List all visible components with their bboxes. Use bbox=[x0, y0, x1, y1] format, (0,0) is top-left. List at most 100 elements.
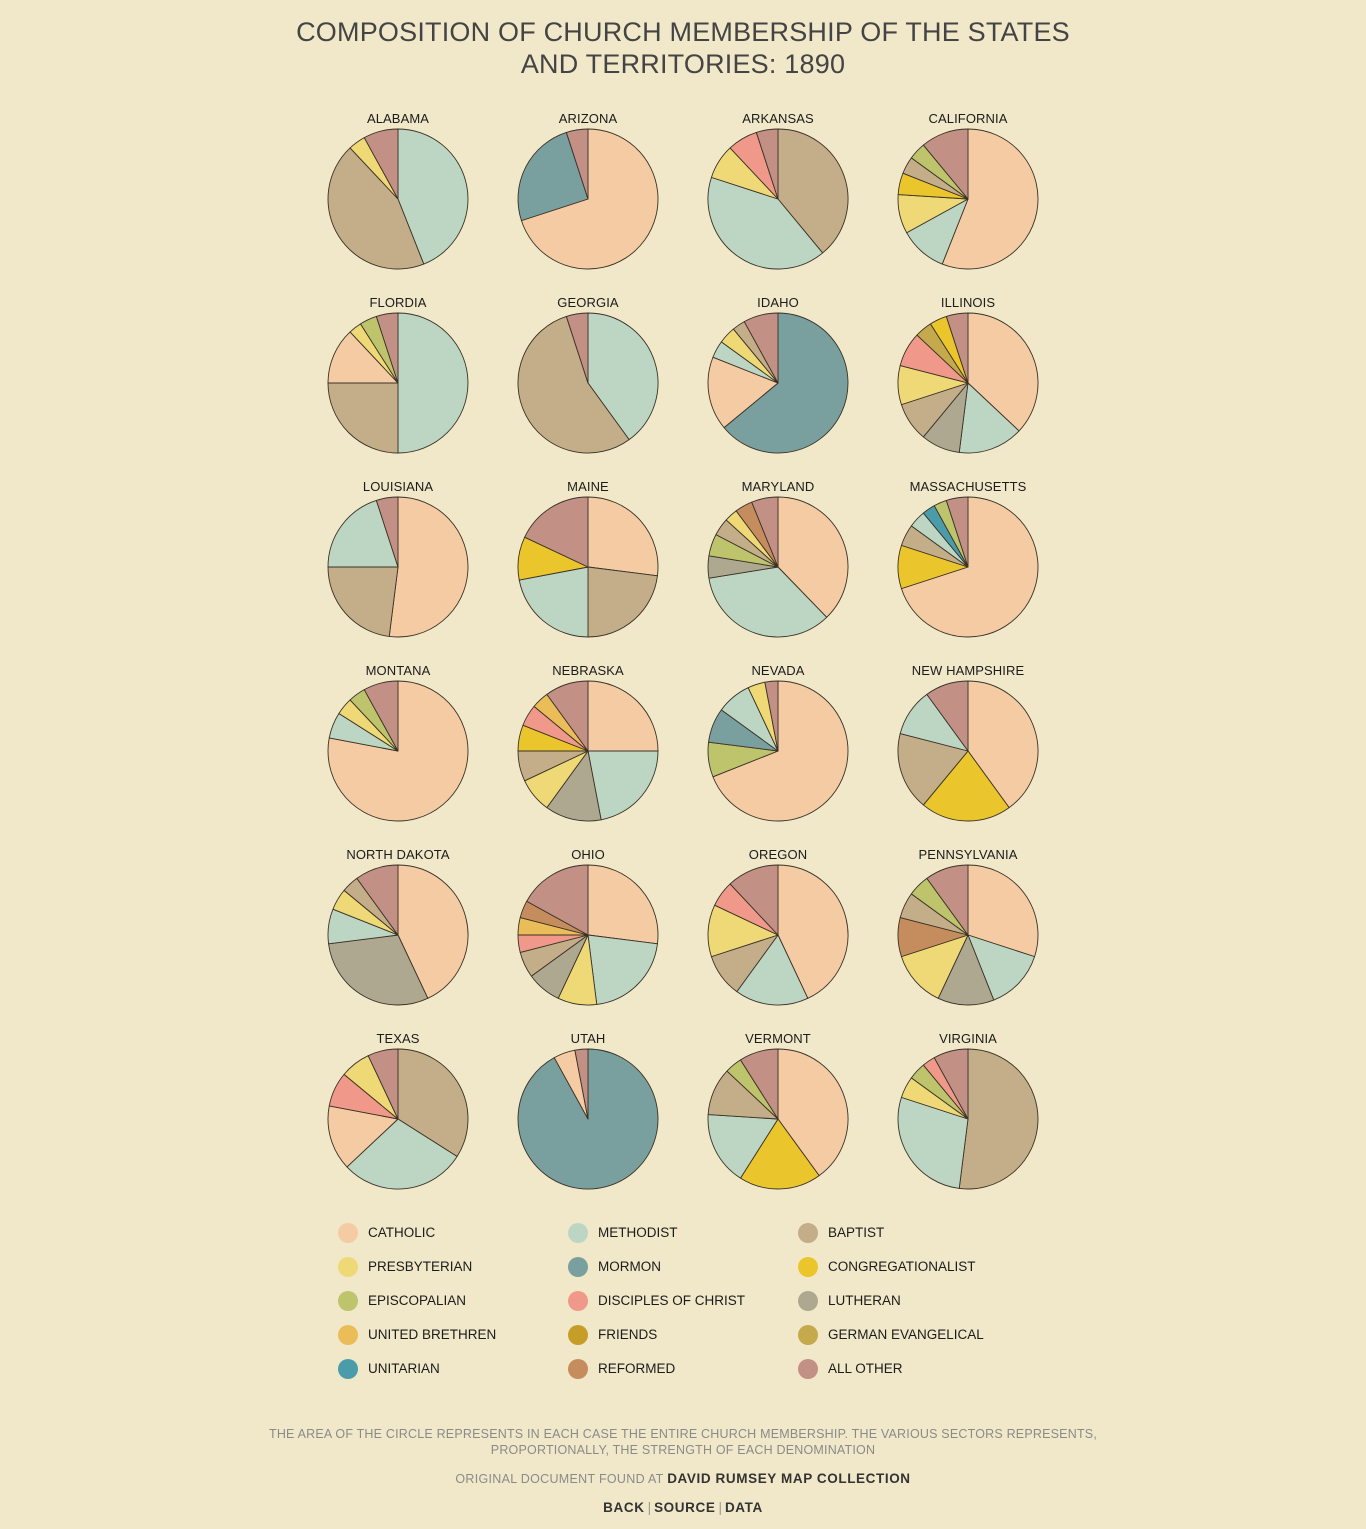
pie-vermont: VERMONT bbox=[693, 1031, 863, 1206]
pie-slice-methodist bbox=[958, 382, 1020, 454]
pie-new-hampshire: NEW HAMPSHIRE bbox=[883, 663, 1053, 838]
pie-svg bbox=[517, 864, 659, 1006]
state-label: ARKANSAS bbox=[742, 111, 814, 126]
pie-slice-methodist bbox=[327, 499, 399, 568]
pie-svg bbox=[517, 680, 659, 822]
pie-pennsylvania: PENNSYLVANIA bbox=[883, 847, 1053, 1022]
pie-slice-all-other bbox=[565, 312, 589, 384]
pie-svg bbox=[327, 680, 469, 822]
pie-slice-catholic bbox=[777, 864, 849, 999]
state-label: ALABAMA bbox=[366, 111, 430, 126]
pie-slice-catholic bbox=[587, 496, 659, 577]
pie-slice-methodist bbox=[346, 1118, 458, 1190]
pie-slice-all-other bbox=[945, 496, 969, 568]
pie-slice-baptist bbox=[327, 566, 399, 637]
pie-slice-all-other bbox=[729, 864, 779, 936]
pie-svg bbox=[897, 496, 1039, 638]
pie-idaho: IDAHO bbox=[693, 295, 863, 470]
data-link[interactable]: DATA bbox=[724, 1500, 763, 1515]
back-link[interactable]: BACK bbox=[603, 1500, 645, 1515]
pie-slice-catholic bbox=[520, 128, 659, 270]
chart-title: COMPOSITION OF CHURCH MEMBERSHIP OF THE … bbox=[296, 17, 1070, 79]
pie-slice-all-other bbox=[933, 1048, 969, 1120]
pie-slice-methodist bbox=[518, 566, 589, 638]
pie-georgia: GEORGIA bbox=[503, 295, 673, 470]
pie-slice-mormon bbox=[723, 312, 849, 454]
pie-slice-lutheran bbox=[328, 934, 429, 1006]
state-label: MARYLAND bbox=[741, 479, 815, 494]
pie-montana: MONTANA bbox=[313, 663, 483, 838]
bottom-links: BACK | SOURCE | DATA bbox=[483, 1500, 883, 1516]
pie-slice-baptist bbox=[587, 566, 658, 638]
pie-slice-all-other bbox=[922, 128, 969, 200]
pie-slice-catholic bbox=[967, 864, 1039, 958]
pie-slice-all-other bbox=[945, 312, 969, 384]
pie-slice-all-other bbox=[574, 1048, 589, 1120]
pie-svg bbox=[897, 312, 1039, 454]
state-label: CALIFORNIA bbox=[928, 111, 1008, 126]
pie-slice-all-other bbox=[743, 312, 779, 384]
pie-texas: TEXAS bbox=[313, 1031, 483, 1206]
pie-slice-catholic bbox=[587, 680, 659, 752]
pie-svg bbox=[707, 680, 849, 822]
david-rumsey-link[interactable]: DAVID RUMSEY MAP COLLECTION bbox=[667, 1471, 911, 1486]
state-label: ARIZONA bbox=[558, 111, 618, 126]
pie-svg bbox=[897, 864, 1039, 1006]
state-label: OREGON bbox=[748, 847, 808, 862]
state-label: IDAHO bbox=[757, 295, 799, 310]
pie-slice-all-other bbox=[356, 864, 399, 936]
source-link[interactable]: SOURCE bbox=[654, 1500, 716, 1515]
state-label: FLORDIA bbox=[369, 295, 427, 310]
pie-slice-congregationalist bbox=[740, 1118, 820, 1190]
pie-alabama: ALABAMA bbox=[313, 111, 483, 286]
pie-slice-congregationalist bbox=[922, 750, 1010, 822]
pie-slice-methodist bbox=[967, 934, 1036, 1001]
pie-slice-lutheran bbox=[937, 934, 995, 1006]
state-label: LOUISIANA bbox=[362, 479, 434, 494]
pie-slice-mormon bbox=[517, 131, 589, 222]
pie-maryland: MARYLAND bbox=[693, 479, 863, 654]
pie-slice-catholic bbox=[327, 1105, 399, 1168]
pie-slice-all-other bbox=[524, 496, 589, 568]
state-label: MONTANA bbox=[365, 663, 431, 678]
pie-slice-all-other bbox=[926, 680, 969, 752]
pie-svg bbox=[517, 128, 659, 270]
pie-north-dakota: NORTH DAKOTA bbox=[313, 847, 483, 1022]
pie-slice-all-other bbox=[565, 128, 589, 200]
pie-slice-lutheran bbox=[546, 750, 602, 822]
pie-slice-catholic bbox=[967, 680, 1039, 809]
pie-slice-baptist bbox=[327, 147, 425, 270]
pie-slice-baptist bbox=[897, 733, 969, 806]
pie-slice-methodist bbox=[587, 934, 658, 1005]
pie-maine: MAINE bbox=[503, 479, 673, 654]
pie-slice-baptist bbox=[777, 128, 849, 254]
credit-prefix: ORIGINAL DOCUMENT FOUND AT bbox=[455, 1472, 664, 1486]
pie-slice-methodist bbox=[708, 566, 828, 638]
pie-slice-all-other bbox=[367, 1048, 399, 1120]
pie-slice-catholic bbox=[900, 496, 1039, 638]
pie-virginia: VIRGINIA bbox=[883, 1031, 1053, 1206]
pie-slice-methodist bbox=[707, 176, 824, 270]
pie-slice-all-other bbox=[375, 496, 399, 568]
pie-svg bbox=[327, 864, 469, 1006]
pie-slice-all-other bbox=[375, 312, 399, 384]
pie-slice-all-other bbox=[363, 680, 399, 752]
pie-svg bbox=[707, 864, 849, 1006]
pie-slice-all-other bbox=[755, 128, 779, 200]
state-label: MAINE bbox=[567, 479, 609, 494]
pie-nevada: NEVADA bbox=[693, 663, 863, 838]
pie-california: CALIFORNIA bbox=[883, 111, 1053, 286]
pie-slice-catholic bbox=[941, 128, 1039, 270]
state-label: NEW HAMPSHIRE bbox=[911, 663, 1025, 678]
state-label: ILLINOIS bbox=[940, 295, 996, 310]
state-label: NEVADA bbox=[751, 663, 805, 678]
state-label: VERMONT bbox=[745, 1031, 811, 1046]
state-label: OHIO bbox=[571, 847, 605, 862]
pie-svg bbox=[707, 128, 849, 270]
pie-slice-methodist bbox=[707, 1114, 779, 1179]
pie-slice-catholic bbox=[388, 496, 469, 638]
pie-svg bbox=[707, 496, 849, 638]
pie-slice-methodist bbox=[587, 750, 659, 821]
pie-slice-methodist bbox=[897, 1096, 969, 1189]
pie-slice-catholic bbox=[707, 356, 779, 429]
